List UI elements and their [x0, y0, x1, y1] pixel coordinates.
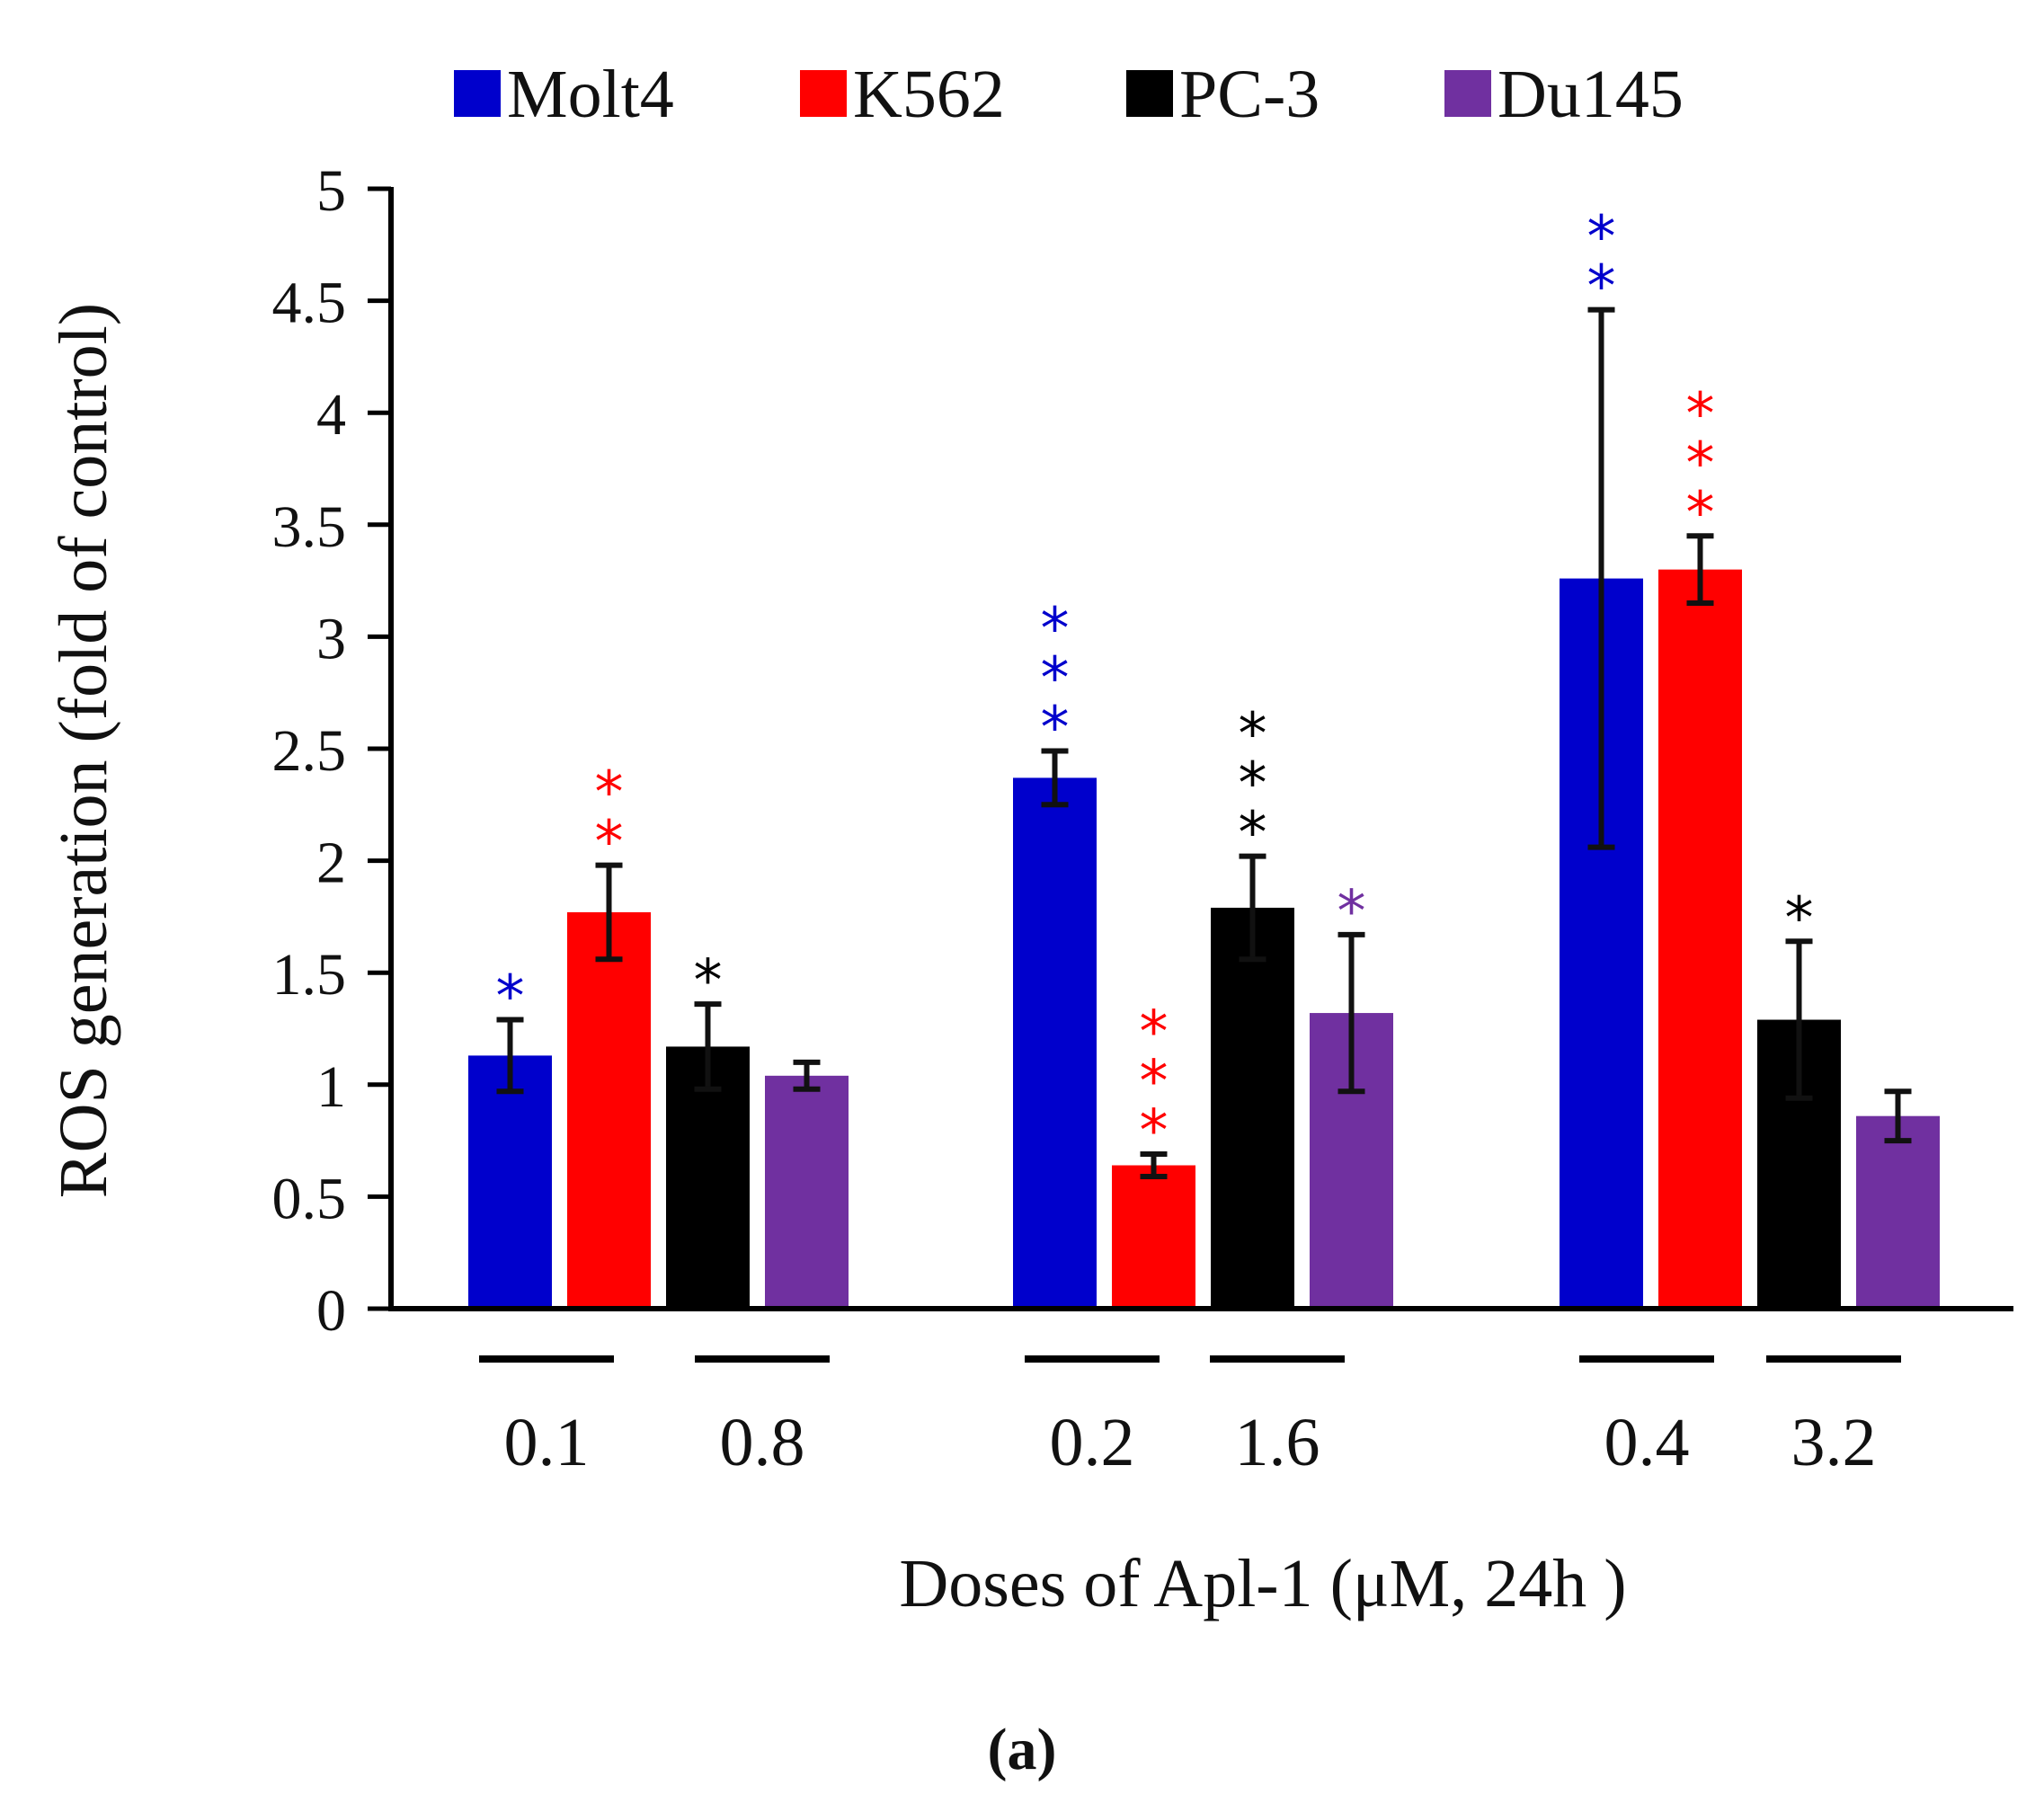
legend-label-pc-3: PC-3: [1179, 57, 1320, 132]
dose-label: 0.4: [1604, 1405, 1690, 1480]
legend: Molt4 K562 PC-3 Du145: [454, 57, 1684, 132]
significance-star-pc-3-group-3: *: [1785, 885, 1814, 952]
significance-star-k562-group-1: *: [595, 810, 624, 876]
bar-pc-3-group-2: [1211, 907, 1294, 1309]
figure-caption: (a): [988, 1717, 1057, 1782]
dose-label: 0.1: [504, 1405, 590, 1480]
y-tick-label: 4: [316, 382, 346, 448]
dose-label: 0.2: [1050, 1405, 1135, 1480]
y-axis: 0 0.5 1 1.5 2 2.5 3 3.5 4 4.5 5: [272, 158, 394, 1344]
x-axis-label: Doses of Apl-1 (μM, 24h ): [899, 1546, 1626, 1621]
significance-star-k562-group-2: *: [1140, 1098, 1169, 1165]
legend-swatch-du145: [1444, 70, 1491, 117]
significance-star-k562-group-1: *: [595, 760, 624, 827]
dose-label: 0.8: [720, 1405, 805, 1480]
bar-molt4-group-1: [468, 1055, 552, 1309]
legend-swatch-pc-3: [1126, 70, 1173, 117]
significance-star-k562-group-2: *: [1140, 999, 1169, 1066]
significance-star-molt4-group-2: *: [1041, 596, 1070, 662]
bars: ********************: [468, 205, 1940, 1309]
y-axis-label: ROS generation (fold of control): [46, 303, 121, 1198]
significance-star-molt4-group-3: *: [1587, 254, 1616, 321]
y-tick-label: 5: [316, 158, 346, 224]
significance-star-molt4-group-2: *: [1041, 645, 1070, 712]
y-tick-label: 0.5: [272, 1166, 347, 1231]
significance-star-k562-group-2: *: [1140, 1049, 1169, 1115]
dose-label: 1.6: [1235, 1405, 1320, 1480]
bar-k562-group-3: [1658, 569, 1742, 1309]
legend-label-molt4: Molt4: [507, 57, 674, 132]
y-tick-label: 2.5: [272, 718, 347, 784]
bar-k562-group-1: [567, 911, 651, 1309]
legend-label-du145: Du145: [1497, 57, 1684, 132]
y-tick-label: 0: [316, 1278, 346, 1344]
significance-star-molt4-group-1: *: [496, 964, 525, 1031]
significance-star-pc-3-group-2: *: [1239, 751, 1267, 818]
significance-star-molt4-group-2: *: [1041, 695, 1070, 761]
significance-star-molt4-group-3: *: [1587, 205, 1616, 271]
significance-star-k562-group-3: *: [1686, 381, 1715, 448]
dose-label: 3.2: [1791, 1405, 1877, 1480]
y-tick-label: 1.5: [272, 942, 347, 1008]
significance-star-pc-3-group-1: *: [694, 948, 723, 1015]
significance-star-pc-3-group-2: *: [1239, 702, 1267, 768]
legend-swatch-k562: [800, 70, 847, 117]
bar-du145-group-3: [1856, 1115, 1940, 1309]
legend-label-k562: K562: [853, 57, 1005, 132]
y-tick-label: 3: [316, 606, 346, 671]
y-tick-label: 3.5: [272, 494, 347, 560]
significance-star-k562-group-3: *: [1686, 431, 1715, 497]
bar-du145-group-1: [765, 1075, 849, 1309]
bar-molt4-group-2: [1013, 777, 1097, 1309]
y-tick-label: 2: [316, 830, 346, 896]
significance-star-pc-3-group-2: *: [1239, 801, 1267, 867]
bar-k562-group-2: [1112, 1165, 1195, 1309]
y-tick-label: 1: [316, 1054, 346, 1120]
x-axis: 0.1 0.8 0.2 1.6 0.4 3.2: [388, 1306, 2013, 1480]
significance-star-k562-group-3: *: [1686, 480, 1715, 546]
significance-star-du145-group-2: *: [1337, 879, 1366, 946]
legend-swatch-molt4: [454, 70, 501, 117]
y-tick-label: 4.5: [272, 271, 347, 336]
